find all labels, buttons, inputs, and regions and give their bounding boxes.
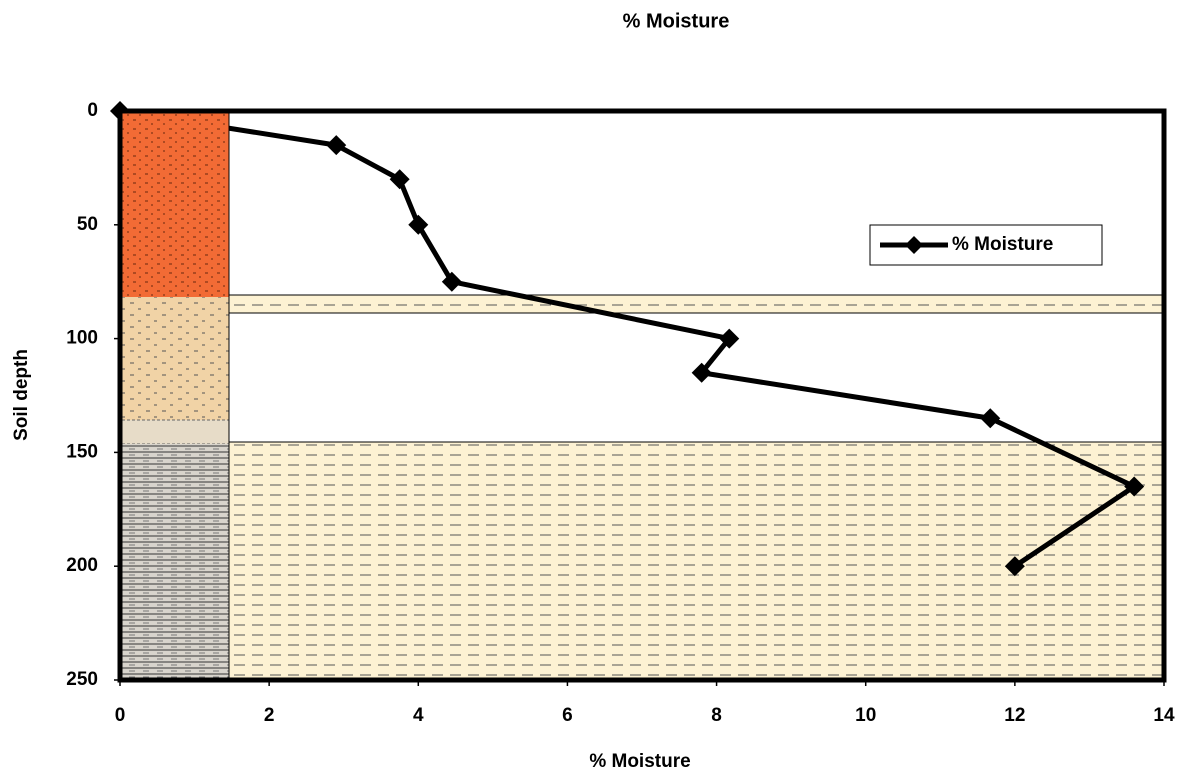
x-tick-label: 12	[1004, 705, 1025, 726]
legend-marker	[905, 236, 923, 254]
data-line	[119, 108, 1137, 569]
x-tick-label: 2	[264, 705, 275, 726]
legend-label: % Moisture	[952, 234, 1053, 255]
data-point	[1124, 476, 1145, 497]
y-axis-label: Soil depth	[11, 349, 32, 441]
x-axis-label: % Moisture	[589, 751, 690, 772]
x-tick-label: 10	[855, 705, 876, 726]
y-tick-label: 150	[66, 441, 98, 462]
x-tick-label: 0	[115, 705, 126, 726]
plot-area	[110, 101, 1145, 577]
y-tick-label: 200	[66, 555, 98, 576]
y-tick-label: 250	[66, 669, 98, 690]
data-point	[691, 362, 712, 383]
x-tick-label: 4	[413, 705, 424, 726]
x-tick-label: 6	[562, 705, 573, 726]
x-tick-label: 14	[1153, 705, 1175, 726]
y-tick-label: 100	[66, 328, 98, 349]
data-point	[980, 408, 1001, 429]
data-point	[1004, 556, 1025, 577]
soil-column	[121, 111, 230, 680]
y-tick-label: 0	[87, 100, 98, 121]
x-tick-label: 8	[711, 705, 722, 726]
chart-title: % Moisture	[623, 10, 730, 32]
data-point	[719, 328, 740, 349]
soil-bands	[119, 294, 1165, 681]
data-point	[408, 214, 429, 235]
data-point	[326, 135, 347, 156]
data-point	[389, 169, 410, 190]
plot-border	[117, 108, 1167, 683]
data-point	[441, 271, 462, 292]
y-tick-label: 50	[77, 214, 98, 235]
